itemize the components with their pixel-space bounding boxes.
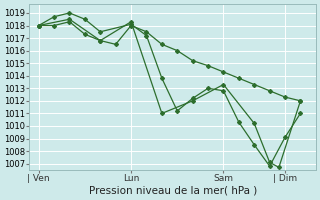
X-axis label: Pression niveau de la mer( hPa ): Pression niveau de la mer( hPa ) <box>89 186 257 196</box>
